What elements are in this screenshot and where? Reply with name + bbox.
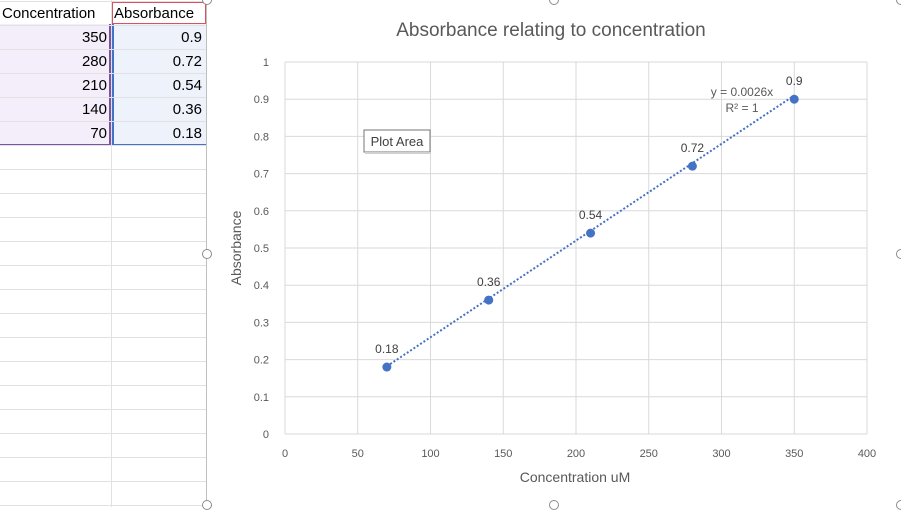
data-label[interactable]: 0.72 xyxy=(681,141,705,155)
header-cell-absorbance[interactable]: Absorbance xyxy=(114,5,195,22)
data-point[interactable] xyxy=(484,295,494,305)
row-gridline xyxy=(0,505,206,506)
y-axis-title[interactable]: Absorbance xyxy=(228,210,244,285)
y-tick-label: 1 xyxy=(263,57,269,69)
resize-handle-left[interactable] xyxy=(202,249,212,259)
row-gridline xyxy=(0,289,206,290)
y-tick-label: 0.7 xyxy=(254,169,269,181)
header-cell-concentration[interactable]: Concentration xyxy=(2,5,96,22)
y-tick-label: 0.8 xyxy=(254,131,269,143)
y-tick-label: 0.2 xyxy=(254,355,269,367)
header-cell-concentration-bg xyxy=(0,2,111,24)
trendline-equation[interactable]: y = 0.0026x xyxy=(711,85,773,99)
row-gridline xyxy=(0,313,206,314)
data-label[interactable]: 0.18 xyxy=(375,342,399,356)
cell-concentration[interactable]: 210 xyxy=(81,77,107,94)
row-gridline xyxy=(0,73,206,74)
y-tick-label: 0.6 xyxy=(254,206,269,218)
row-gridline xyxy=(0,49,206,50)
data-label[interactable]: 0.9 xyxy=(786,74,803,88)
row-gridline xyxy=(0,25,206,26)
resize-handle-bottom-right[interactable] xyxy=(896,500,901,510)
cell-concentration[interactable]: 280 xyxy=(81,53,107,70)
x-tick-label: 400 xyxy=(858,448,876,460)
row-gridline xyxy=(0,265,206,266)
cell-absorbance[interactable]: 0.54 xyxy=(172,77,202,94)
y-tick-label: 0.9 xyxy=(254,94,269,106)
data-label[interactable]: 0.54 xyxy=(579,208,603,222)
y-tick-label: 0.5 xyxy=(254,243,269,255)
resize-handle-bottom-left[interactable] xyxy=(202,500,212,510)
data-points[interactable] xyxy=(382,94,799,372)
row-gridline xyxy=(0,169,206,170)
row-gridline xyxy=(0,481,206,482)
absorbance-range xyxy=(112,24,206,146)
tick-labels: 0 0.1 0.2 0.3 0.4 0.5 0.6 0.7 0.8 0.9 1 0 50 100 150 20… xyxy=(254,57,876,460)
cell-absorbance[interactable]: 0.9 xyxy=(181,29,202,46)
y-tick-label: 0 xyxy=(263,429,269,441)
x-tick-label: 250 xyxy=(640,448,658,460)
row-gridline xyxy=(0,361,206,362)
y-tick-label: 0.3 xyxy=(254,317,269,329)
x-axis-title[interactable]: Concentration uM xyxy=(520,469,631,485)
row-gridline xyxy=(0,409,206,410)
x-tick-label: 100 xyxy=(421,448,439,460)
row-gridline xyxy=(0,1,206,2)
plot-area-tooltip: Plot Area xyxy=(363,129,431,154)
gridlines xyxy=(284,61,868,435)
data-point[interactable] xyxy=(789,94,799,104)
cell-concentration[interactable]: 140 xyxy=(81,101,107,118)
tooltip-text: Plot Area xyxy=(371,134,425,149)
concentration-range xyxy=(0,24,111,146)
chart-title[interactable]: Absorbance relating to concentration xyxy=(396,20,705,41)
x-tick-label: 0 xyxy=(282,448,288,460)
row-gridline xyxy=(0,241,206,242)
data-point[interactable] xyxy=(586,228,596,238)
data-label[interactable]: 0.36 xyxy=(477,275,501,289)
cell-concentration[interactable]: 350 xyxy=(81,29,107,46)
row-gridline xyxy=(0,193,206,194)
x-tick-label: 300 xyxy=(712,448,730,460)
x-tick-label: 150 xyxy=(494,448,512,460)
row-gridline xyxy=(0,97,206,98)
row-gridline xyxy=(0,337,206,338)
y-tick-label: 0.1 xyxy=(254,392,269,404)
x-tick-label: 200 xyxy=(567,448,585,460)
resize-handle-bottom[interactable] xyxy=(549,500,559,510)
scatter-chart[interactable]: 0 0.1 0.2 0.3 0.4 0.5 0.6 0.7 0.8 0.9 1 0 50 100 150 20… xyxy=(207,0,901,507)
y-tick-label: 0.4 xyxy=(254,280,269,292)
cell-concentration[interactable]: 70 xyxy=(90,125,107,142)
row-gridline xyxy=(0,145,206,146)
trendline-r-squared[interactable]: R² = 1 xyxy=(725,101,758,115)
column-gridline xyxy=(111,0,112,507)
data-point[interactable] xyxy=(687,161,697,171)
data-labels[interactable]: 0.18 0.36 0.54 0.72 0.9 xyxy=(375,74,803,356)
cell-absorbance[interactable]: 0.36 xyxy=(172,101,202,118)
x-tick-label: 50 xyxy=(352,448,364,460)
row-gridline xyxy=(0,217,206,218)
row-gridline xyxy=(0,433,206,434)
row-gridline xyxy=(0,385,206,386)
row-gridline xyxy=(0,121,206,122)
cell-absorbance[interactable]: 0.18 xyxy=(172,125,202,142)
data-point[interactable] xyxy=(382,362,392,372)
spreadsheet[interactable]: Concentration Absorbance 350 0.9 280 0.7… xyxy=(0,0,206,507)
chart-object[interactable]: 0 0.1 0.2 0.3 0.4 0.5 0.6 0.7 0.8 0.9 1 0 50 100 150 20… xyxy=(202,0,901,510)
cell-absorbance[interactable]: 0.72 xyxy=(172,53,202,70)
x-tick-label: 350 xyxy=(785,448,803,460)
resize-handle-right[interactable] xyxy=(896,249,901,259)
row-gridline xyxy=(0,457,206,458)
resize-handle-top-right[interactable] xyxy=(896,0,901,5)
header-cell-absorbance-bg xyxy=(112,2,206,24)
